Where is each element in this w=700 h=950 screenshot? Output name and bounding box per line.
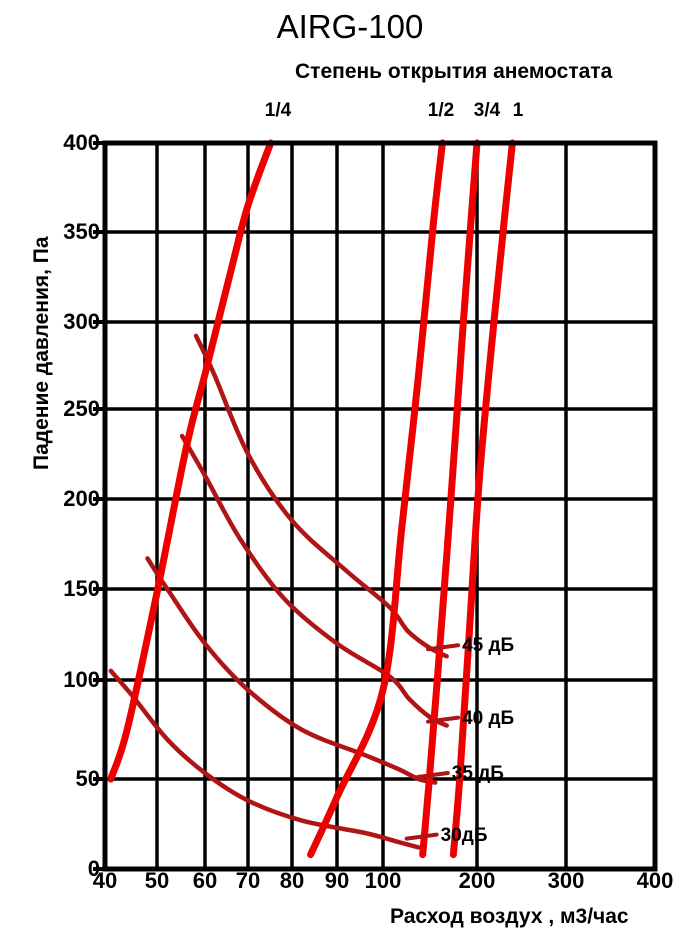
curve-label-leader: [426, 643, 461, 652]
x-tick-label: 90: [324, 868, 350, 893]
x-tick-label: 60: [192, 868, 218, 893]
x-axis-title: Расход воздух , м3/час: [390, 905, 629, 928]
opening-degree-label-0: 1/4: [264, 100, 292, 121]
x-tick-label: 300: [547, 868, 585, 893]
noise-level-label-2: 35 дБ: [451, 763, 504, 785]
noise-level-label-1: 40 дБ: [462, 707, 515, 729]
opening-degree-curve: [449, 139, 516, 859]
curve-label-leader: [404, 832, 439, 841]
opening-degree-lines: [107, 139, 516, 859]
x-tick-label: 50: [144, 868, 170, 893]
noise-level-curve: [108, 668, 421, 850]
x-tick-label: 200: [458, 868, 496, 893]
noise-level-curves: [108, 333, 449, 850]
y-axis-ticks: 400350300250200150100500: [28, 0, 100, 950]
curve-label-leader: [426, 715, 461, 724]
opening-degree-label-2: 3/4: [473, 100, 501, 121]
noise-level-curve: [145, 556, 438, 785]
plot-border: [102, 140, 658, 872]
x-tick-label: 80: [279, 868, 305, 893]
opening-degree-curve: [307, 139, 446, 859]
x-tick-label: 100: [364, 868, 402, 893]
noise-level-label-0: 45 дБ: [462, 635, 515, 657]
x-tick-label: 70: [235, 868, 261, 893]
noise-level-curve: [193, 333, 449, 659]
opening-degree-label-3: 1: [512, 100, 524, 121]
curve-label-leader: [415, 771, 450, 780]
opening-degree-label-1: 1/2: [427, 100, 455, 121]
page-title: AIRG-100: [276, 8, 424, 45]
noise-level-curve: [179, 433, 449, 728]
plot-frame: [102, 140, 658, 872]
opening-degree-curve: [107, 139, 275, 783]
x-tick-label: 400: [636, 868, 674, 893]
x-tick-label: 40: [92, 868, 118, 893]
legend-heading: Степень открытия анемостата: [295, 60, 613, 83]
opening-degree-curve: [419, 139, 481, 859]
noise-level-label-3: 30дБ: [440, 824, 488, 846]
